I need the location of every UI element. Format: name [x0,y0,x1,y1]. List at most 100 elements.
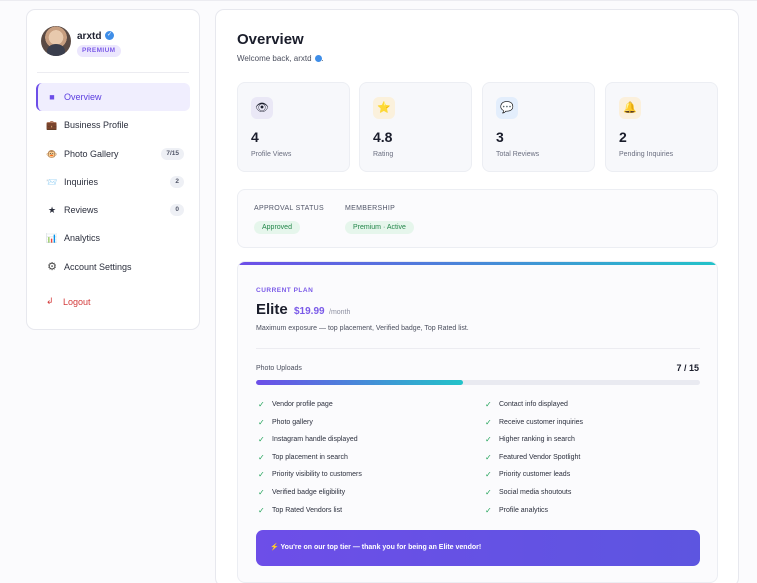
checkmark-icon: ✓ [258,400,265,409]
checkmark-icon: ✓ [485,487,492,497]
plan-feature: ✓ Instagram handle displayed [256,434,476,452]
plan-feature-text: Priority visibility to customers [272,471,362,479]
plan-feature: ✓ Higher ranking in search [483,434,703,452]
verified-check-icon: ✓ [105,31,114,40]
stat-card-pending-inquiries: 🔔 2 Pending Inquiries [605,82,718,172]
plan-feature: ✓ Featured Vendor Spotlight [483,452,703,470]
sidebar-divider [37,72,189,73]
checkmark-icon: ✓ [485,417,492,427]
checkmark-icon: ✓ [485,452,492,462]
sidebar-item-analytics[interactable]: 📊 Analytics [36,224,190,252]
stat-label: Total Reviews [496,151,540,158]
sidebar-item-label: Reviews [64,205,99,216]
plan-accent-bar [238,262,717,265]
photo-gallery-icon: 🐵 [46,148,58,159]
checkmark-icon: ✓ [258,452,265,462]
plan-feature-text: Featured Vendor Spotlight [499,453,581,461]
chat-bubble-icon: 💬 [496,97,518,119]
progress-fill [256,380,464,385]
plan-feature: ✓ Vendor profile page [256,399,476,417]
banner-text: ⚡ You're on our top tier — thank you for… [270,544,482,551]
plan-feature: ✓ Priority visibility to customers [256,469,476,487]
checkmark-icon: ✓ [258,435,265,445]
photo-uploads-label: Photo Uploads [256,365,302,372]
plan-feature-text: Top placement in search [272,453,348,461]
stat-label: Rating [373,151,394,158]
checkmark-icon: ✓ [258,417,265,427]
plan-feature: ✓ Priority customer leads [483,469,703,487]
user-profile: arxtd ✓ PREMIUM [41,26,191,70]
eye-icon: 👁 [251,97,273,119]
sidebar: arxtd ✓ PREMIUM ■ Overview 💼 Business Pr… [26,9,200,330]
sidebar-item-inquiries[interactable]: 📨 Inquiries 2 [36,168,190,196]
stat-value: 4 [251,129,259,145]
gear-icon: ⚙ [47,260,57,273]
sidebar-item-reviews[interactable]: ★ Reviews 0 [36,196,190,224]
sidebar-item-photo-gallery[interactable]: 🐵 Photo Gallery 7/15 [36,140,190,168]
checkmark-icon: ✓ [485,505,492,515]
plan-period: /month [329,309,351,316]
stat-value: 4.8 [373,129,393,145]
status-panel: APPROVAL STATUS Approved MEMBERSHIP Prem… [237,189,718,248]
plan-feature-text: Top Rated Vendors list [272,506,343,514]
logout-label: Logout [63,297,91,307]
stat-card-total-reviews: 💬 3 Total Reviews [482,82,595,172]
sidebar-item-label: Photo Gallery [64,148,119,159]
sidebar-item-overview[interactable]: ■ Overview [36,83,190,111]
membership-badge: Premium · Active [345,221,414,234]
plan-feature: ✓ Verified badge eligibility [256,487,476,505]
star-icon: ⭐ [373,97,395,119]
sidebar-item-label: Analytics [64,233,101,244]
current-plan-card: CURRENT PLAN Elite $19.99 /month Maximum… [237,261,718,583]
top-divider [0,0,757,1]
sidebar-item-account-settings[interactable]: ⚙ Account Settings [36,253,190,281]
count-badge: 0 [170,204,184,217]
plan-feature: ✓ Profile analytics [483,505,703,523]
plan-kicker: CURRENT PLAN [256,287,314,294]
plan-feature-text: Contact info displayed [499,401,568,408]
briefcase-icon: 💼 [46,120,58,131]
plan-description: Maximum exposure — top placement, Verifi… [256,325,469,332]
plan-feature: ✓ Top placement in search [256,452,476,470]
checkmark-icon: ✓ [485,400,492,409]
inquiries-icon: 📨 [46,176,58,187]
page-title: Overview [237,31,304,48]
star-icon: ★ [47,205,57,216]
plan-feature-text: Higher ranking in search [499,436,575,444]
stat-label: Pending Inquiries [619,151,674,158]
plan-feature: ✓ Top Rated Vendors list [256,505,476,523]
plan-feature-text: Priority customer leads [499,471,571,479]
avatar[interactable] [41,26,71,56]
stat-label: Profile Views [251,151,292,158]
verified-check-icon [314,55,322,62]
username: arxtd [77,31,102,42]
stat-card-rating: ⭐ 4.8 Rating [359,82,472,172]
checkmark-icon: ✓ [258,505,265,515]
plan-feature: ✓ Receive customer inquiries [483,417,703,435]
approval-status-heading: APPROVAL STATUS [254,205,324,212]
plan-price: $19.99 [294,306,325,317]
plan-feature-text: Social media shoutouts [499,488,572,496]
checkmark-icon: ✓ [258,487,265,497]
premium-badge: PREMIUM [77,45,121,57]
stat-card-profile-views: 👁 4 Profile Views [237,82,350,172]
plan-feature: ✓ Photo gallery [256,417,476,435]
features-right-column: ✓ Contact info displayed ✓ Receive customer… [483,399,703,522]
logout-button[interactable]: ↲ Logout [36,292,190,312]
welcome-message: Welcome back, arxtd. [237,54,324,63]
overview-square-icon: ■ [49,92,55,102]
plan-feature-text: Vendor profile page [272,401,333,408]
photo-uploads-progress [256,380,700,385]
plan-feature: ✓ Social media shoutouts [483,487,703,505]
logout-icon: ↲ [46,296,54,306]
count-badge: 2 [170,175,184,188]
photo-uploads-count: 7 / 15 [676,363,699,373]
sidebar-item-business-profile[interactable]: 💼 Business Profile [36,111,190,139]
approval-status-badge: Approved [254,221,300,234]
sidebar-item-label: Overview [64,92,102,102]
plan-divider [256,348,700,349]
bell-icon: 🔔 [619,97,641,119]
bar-chart-icon: 📊 [46,233,58,244]
plan-name: Elite [256,301,288,318]
plan-feature: ✓ Contact info displayed [483,399,703,417]
